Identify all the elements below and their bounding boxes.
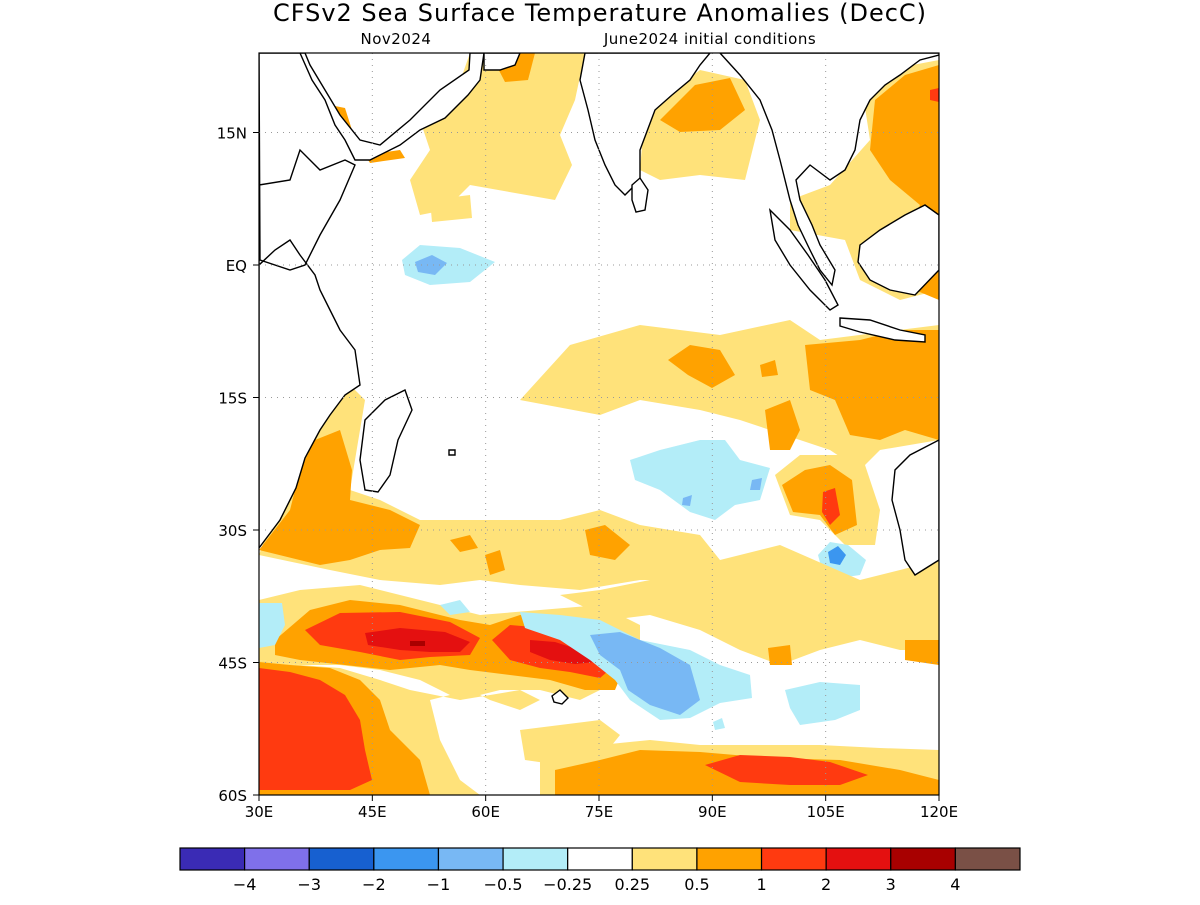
land-kerguelen bbox=[551, 689, 569, 705]
anomaly-se-blue bbox=[682, 495, 692, 506]
land-java bbox=[839, 317, 926, 343]
land-mauritius bbox=[448, 449, 456, 456]
y-tick-label: EQ bbox=[226, 257, 247, 275]
colorbar-swatch bbox=[437, 847, 504, 871]
anomaly-se-cold bbox=[630, 440, 770, 520]
colorbar: −4 −3 −2 −1 −0.5 −0.25 0.25 0.5 1 2 3 4 bbox=[179, 847, 1021, 894]
anomaly-mozambique-orange bbox=[259, 430, 420, 565]
land-africa-arabia bbox=[259, 53, 485, 550]
colorbar-swatch bbox=[954, 847, 1021, 871]
anomaly-sw-australia-blue bbox=[828, 546, 846, 565]
land-sea-asia bbox=[719, 53, 939, 287]
map-area bbox=[259, 53, 939, 795]
anomaly-sw-ocean-red bbox=[259, 668, 372, 790]
anomaly-agulhas-dark-1 bbox=[365, 628, 470, 652]
colorbar-label: −2 bbox=[362, 875, 386, 894]
anomaly-southern-cold-east bbox=[785, 682, 860, 725]
land-srilanka bbox=[631, 176, 649, 213]
x-axis: 30E 45E 60E 75E 90E 105E 120E bbox=[245, 795, 958, 821]
anomaly-south-east-band bbox=[560, 545, 939, 665]
x-tick-label: 45E bbox=[358, 803, 387, 821]
anomaly-west-eq-blue bbox=[415, 255, 447, 275]
x-tick-label: 120E bbox=[920, 803, 958, 821]
x-tick-label: 30E bbox=[245, 803, 274, 821]
anomaly-wa-orange bbox=[765, 400, 800, 450]
y-tick-label: 45S bbox=[218, 655, 247, 673]
colorbar-swatch bbox=[567, 847, 633, 871]
anomaly-south-band-orange-3 bbox=[485, 550, 505, 575]
y-tick-label: 60S bbox=[218, 787, 247, 805]
map-title: CFSv2 Sea Surface Temperature Anomalies … bbox=[273, 0, 927, 27]
y-tick-label: 30S bbox=[218, 522, 247, 540]
anomaly-west-eq-light-blue bbox=[402, 245, 495, 285]
anomaly-agulhas-darkest bbox=[410, 641, 425, 646]
colorbar-label: 4 bbox=[950, 875, 960, 894]
anomaly-agulhas-cold-tip-light bbox=[259, 603, 285, 648]
colorbar-swatch bbox=[631, 847, 698, 871]
map-grid bbox=[259, 53, 939, 795]
anomaly-cold-south-of-africa bbox=[440, 600, 470, 615]
anomaly-sw-australia-orange bbox=[782, 465, 857, 535]
colorbar-label: −3 bbox=[297, 875, 321, 894]
land-masses bbox=[259, 53, 939, 705]
colorbar-swatch bbox=[760, 847, 827, 871]
y-axis: 15N EQ 15S 30S 45S 60S bbox=[217, 125, 259, 805]
anomaly-southern-cold-blue bbox=[590, 632, 700, 715]
anomaly-south-east-band-orange bbox=[905, 640, 939, 665]
map-subtitle-init: June2024 initial conditions bbox=[603, 30, 816, 48]
colorbar-label: −1 bbox=[427, 875, 451, 894]
colorbar-swatch bbox=[825, 847, 892, 871]
colorbar-swatch bbox=[179, 847, 246, 871]
colorbar-label: 2 bbox=[821, 875, 831, 894]
colorbar-swatch bbox=[890, 847, 956, 871]
colorbar-swatch bbox=[244, 847, 310, 871]
colorbar-swatch bbox=[502, 847, 569, 871]
colorbar-label: −0.5 bbox=[484, 875, 523, 894]
anomaly-south-band-red bbox=[705, 755, 868, 785]
anomaly-southern-cold-east-2 bbox=[713, 718, 725, 730]
land-arabia-east bbox=[483, 53, 521, 71]
anomaly-arabian-sea-light bbox=[410, 53, 585, 215]
colorbar-swatch bbox=[308, 847, 375, 871]
anomaly-bay-of-bengal-orange bbox=[660, 78, 745, 132]
colorbar-label: 3 bbox=[886, 875, 896, 894]
y-tick-label: 15S bbox=[218, 390, 247, 408]
anomaly-s-africa-orange-2 bbox=[450, 535, 478, 552]
anomaly-yemen-coast bbox=[365, 150, 405, 163]
anomaly-scs-red bbox=[930, 88, 939, 102]
colorbar-label: −0.25 bbox=[543, 875, 592, 894]
x-tick-label: 75E bbox=[585, 803, 614, 821]
anomaly-south-east-band-orange-2 bbox=[768, 645, 792, 665]
y-tick-label: 15N bbox=[217, 125, 247, 143]
anomaly-south-band-orange bbox=[585, 525, 630, 560]
colorbar-label: 1 bbox=[756, 875, 766, 894]
anomaly-arabian-south bbox=[430, 195, 472, 222]
colorbar-swatch bbox=[373, 847, 440, 871]
x-tick-label: 105E bbox=[807, 803, 845, 821]
anomaly-central-orange-2 bbox=[760, 360, 778, 377]
land-madagascar bbox=[359, 389, 413, 493]
anomaly-sw-australia-red bbox=[822, 488, 840, 525]
anomaly-maritime-orange bbox=[805, 330, 939, 440]
x-tick-label: 90E bbox=[698, 803, 727, 821]
x-tick-label: 60E bbox=[471, 803, 500, 821]
colorbar-label: −4 bbox=[233, 875, 257, 894]
land-australia bbox=[891, 439, 939, 576]
anomaly-central-orange bbox=[668, 345, 735, 388]
map-subtitle-month: Nov2024 bbox=[361, 30, 432, 48]
colorbar-label: 0.25 bbox=[614, 875, 650, 894]
land-sumatra bbox=[768, 207, 839, 311]
land-borneo bbox=[857, 204, 939, 296]
colorbar-label: 0.5 bbox=[684, 875, 709, 894]
colorbar-swatch bbox=[696, 847, 763, 871]
anomaly-se-blue-2 bbox=[750, 478, 762, 490]
anomaly-agulhas-dark-2 bbox=[530, 640, 595, 664]
